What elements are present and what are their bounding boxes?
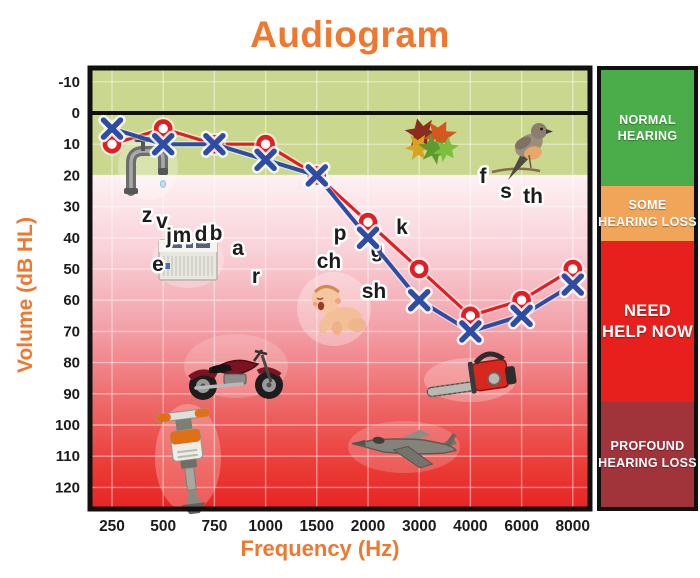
x-tick-8000: 8000 — [556, 518, 590, 535]
data-point-crosses-6000hz — [507, 302, 536, 330]
crying-baby-icon — [297, 272, 371, 346]
speech-sound-b: b — [210, 222, 223, 245]
speech-sound-d: d — [195, 223, 208, 246]
zone-some-hearing-loss: SOME HEARING LOSS — [598, 186, 697, 241]
data-point-crosses-500hz — [149, 130, 177, 158]
data-point-crosses-3000hz — [405, 286, 433, 314]
data-point-circles-3000hz — [407, 257, 431, 281]
speech-sound-f: f — [480, 165, 488, 188]
x-axis-title: Frequency (Hz) — [240, 536, 400, 561]
speech-sound-m: m — [173, 224, 192, 247]
x-tick-250: 250 — [99, 518, 125, 535]
x-tick-500: 500 — [150, 518, 176, 535]
data-point-crosses-2000hz — [354, 224, 382, 252]
y-tick-70: 70 — [63, 323, 80, 340]
x-tick-3000: 3000 — [402, 518, 436, 535]
y-tick-0: 0 — [72, 105, 80, 122]
y-tick-90: 90 — [63, 386, 80, 403]
crosses-line — [111, 126, 574, 334]
y-axis-title: Volume (dB HL) — [14, 217, 37, 373]
data-point-crosses-1000hz — [251, 146, 280, 174]
air-conditioner-icon — [152, 232, 224, 288]
fighter-jet-icon — [348, 421, 460, 473]
speech-sound-a: a — [232, 237, 244, 260]
data-point-crosses-8000hz — [559, 270, 587, 299]
zone-normal-hearing: NORMAL HEARING — [601, 70, 694, 186]
x-tick-750: 750 — [201, 518, 227, 535]
data-point-crosses-750hz — [200, 130, 229, 158]
speech-sound-sh: sh — [362, 280, 387, 303]
zone-need-help-now: NEED HELP NOW — [601, 241, 694, 402]
data-point-crosses-250hz — [98, 114, 126, 143]
y-tick-30: 30 — [63, 199, 80, 216]
speech-sound-z: z — [142, 204, 153, 227]
speech-sound-p: p — [334, 222, 347, 245]
x-tick-2000: 2000 — [351, 518, 385, 535]
page-title: Audiogram — [250, 14, 450, 55]
songbird-icon — [491, 123, 553, 180]
x-tick-4000: 4000 — [453, 518, 487, 535]
hearing-loss-legend: NORMAL HEARING SOME HEARING LOSS NEED HE… — [597, 66, 698, 511]
y-tick-110: 110 — [56, 448, 80, 465]
x-tick-1500: 1500 — [300, 518, 334, 535]
data-point-circles-8000hz — [561, 257, 585, 281]
zone-profound-hearing-loss: PROFOUND HEARING LOSS — [598, 402, 697, 507]
y-tick-10: 10 — [63, 136, 80, 153]
speech-sound-v: v — [156, 210, 168, 233]
speech-sound-th: th — [523, 185, 543, 208]
y-tick--10: -10 — [58, 74, 80, 91]
speech-sound-r: r — [252, 265, 260, 288]
speech-sound-ch: ch — [317, 250, 342, 273]
x-tick-6000: 6000 — [504, 518, 538, 535]
autumn-leaves-icon — [404, 118, 459, 165]
speech-sound-s: s — [500, 180, 512, 203]
chainsaw-icon — [424, 351, 517, 402]
data-point-crosses-4000hz — [456, 317, 485, 346]
speech-sound-e: e — [152, 253, 164, 276]
y-tick-100: 100 — [55, 417, 80, 434]
speech-sound-j: j — [165, 225, 172, 248]
plot-border — [87, 65, 593, 512]
motorcycle-icon — [184, 334, 288, 400]
data-point-crosses-1500hz — [303, 161, 331, 190]
jackhammer-icon — [155, 404, 221, 515]
y-tick-50: 50 — [63, 261, 80, 278]
speech-sound-k: k — [396, 216, 408, 239]
y-tick-80: 80 — [63, 355, 80, 372]
y-tick-60: 60 — [63, 292, 80, 309]
circles-line — [111, 127, 574, 318]
x-tick-1000: 1000 — [248, 518, 282, 535]
y-tick-120: 120 — [55, 479, 80, 496]
y-tick-20: 20 — [63, 167, 80, 184]
y-tick-40: 40 — [63, 230, 80, 247]
